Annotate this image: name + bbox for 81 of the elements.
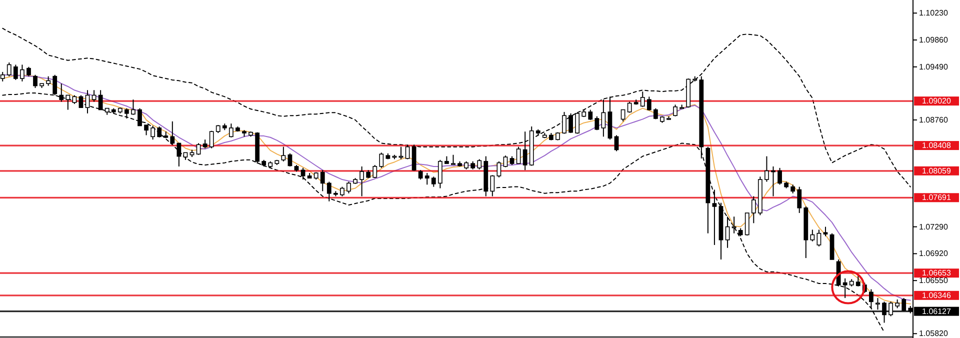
candlestick: [418, 170, 423, 180]
candlestick: [594, 116, 600, 131]
candlestick: [176, 142, 182, 167]
candlestick: [751, 196, 756, 224]
candlestick: [764, 156, 769, 182]
y-tick-label: 1.08760: [919, 115, 948, 124]
candlestick: [46, 76, 51, 86]
candlestick: [477, 158, 482, 170]
y-tick-label: 1.05820: [919, 329, 948, 338]
candlestick: [379, 152, 384, 168]
candlestick: [810, 229, 815, 242]
y-tick-label: 1.06920: [919, 249, 948, 258]
candlestick: [816, 229, 822, 247]
candlestick: [778, 167, 782, 186]
candlestick: [209, 130, 214, 149]
y-tick-label: 1.06550: [919, 276, 948, 286]
y-tick-label: 1.07290: [919, 222, 948, 232]
candlestick: [405, 144, 410, 160]
candlestick: [646, 96, 652, 111]
candlestick: [516, 146, 521, 164]
candlestick: [725, 216, 730, 248]
ref-line-label: 1.06653: [922, 268, 952, 278]
candlestick: [228, 123, 234, 138]
candlestick: [869, 288, 874, 309]
candlestick: [797, 186, 802, 214]
candlestick: [588, 109, 593, 120]
candlestick: [157, 126, 162, 138]
candlestick: [281, 146, 286, 162]
candlestick: [823, 226, 828, 237]
candlestick: [640, 91, 645, 108]
candlestick: [138, 108, 142, 126]
candlestick: [842, 278, 848, 299]
candlestick: [320, 170, 325, 192]
candlestick: [771, 166, 776, 197]
candlestick: [438, 159, 442, 189]
ref-line-label: 1.06346: [922, 290, 952, 300]
candlestick: [568, 112, 573, 134]
candlestick: [6, 62, 12, 77]
candlestick: [346, 181, 351, 194]
candlestick: [614, 134, 619, 152]
candlestick: [575, 112, 580, 134]
candlestick: [856, 274, 860, 287]
y-tick-label: 1.09860: [919, 35, 948, 44]
candlestick: [412, 144, 416, 172]
candlestick: [424, 172, 430, 186]
candlestick: [522, 131, 528, 171]
ref-line-label: 1.06127: [922, 306, 952, 316]
candlestick: [300, 167, 306, 180]
candlestick: [360, 166, 364, 197]
candlestick: [340, 186, 344, 197]
ref-line-label: 1.08408: [922, 141, 952, 150]
candlestick: [496, 160, 502, 178]
candlestick: [744, 212, 750, 236]
candlestick: [562, 111, 566, 134]
candlestick: [13, 64, 18, 80]
ref-line-label: 1.08059: [922, 166, 952, 176]
candlestick: [0, 71, 5, 82]
candlestick: [124, 108, 129, 119]
candlestick: [150, 125, 156, 140]
ref-line-label: 1.09020: [922, 96, 952, 106]
candlestick: [144, 124, 148, 136]
candlestick: [26, 66, 31, 77]
candlestick: [490, 174, 495, 197]
candlestick: [170, 120, 175, 146]
candlestick: [673, 104, 678, 117]
candlestick: [601, 99, 606, 138]
ref-line-label: 1.07691: [922, 193, 952, 202]
candlestick: [732, 216, 736, 234]
candlestick: [196, 142, 201, 156]
candlestick: [326, 181, 332, 202]
candlestick: [33, 74, 38, 88]
candlestick: [372, 164, 378, 179]
candlestick: [288, 152, 292, 167]
candlestick: [131, 99, 136, 116]
candlestick: [712, 189, 717, 246]
candlestick: [620, 109, 626, 122]
y-tick-label: 1.10230: [919, 8, 948, 18]
y-tick-label: 1.09490: [919, 62, 948, 72]
candlestick: [20, 64, 24, 82]
candlestick: [431, 176, 436, 188]
candlestick: [92, 90, 96, 102]
